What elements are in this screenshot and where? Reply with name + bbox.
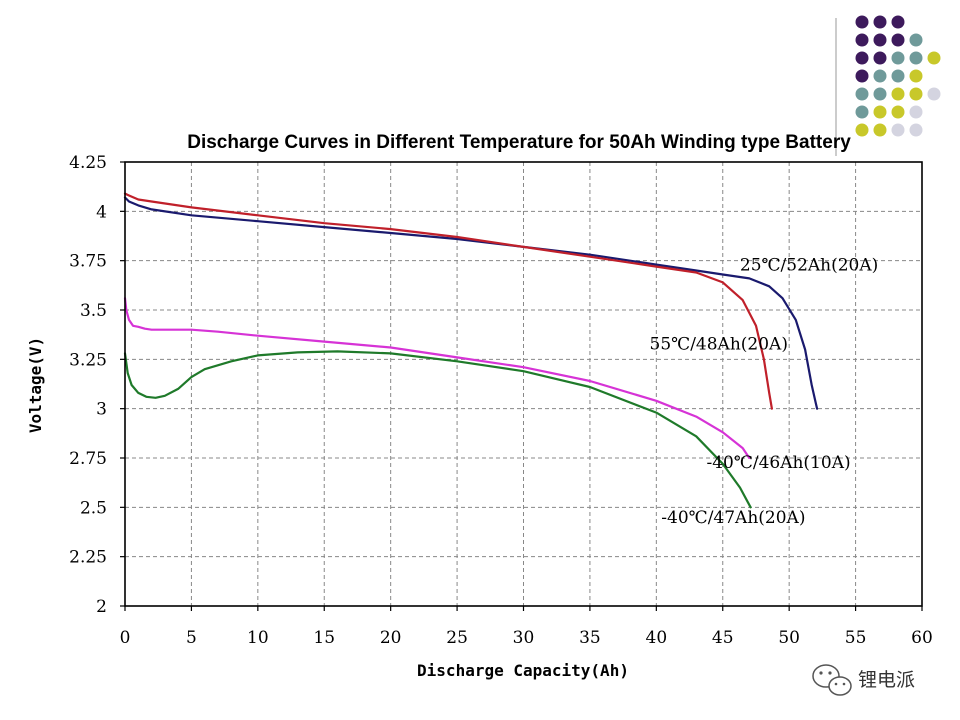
x-tick-label: 45 [712,628,734,648]
decorative-dot [909,33,923,47]
decorative-dot [909,87,923,101]
wechat-icon [812,664,852,696]
decorative-dot [873,51,887,65]
decorative-dot [873,15,887,29]
decorative-dot [909,123,923,137]
x-tick-label: 15 [313,628,335,648]
decorative-dot [855,87,869,101]
x-tick-label: 25 [446,628,468,648]
decorative-dot [873,87,887,101]
chart-title: Discharge Curves in Different Temperatur… [187,132,851,153]
decorative-dot [909,51,923,65]
x-tick-label: 5 [186,628,197,648]
x-tick-label: 10 [247,628,269,648]
x-tick-label: 60 [911,628,933,648]
series-line-0 [123,196,819,410]
y-tick-label: 4.25 [69,153,107,173]
y-axis-ticks: 2 2.25 2.5 2.75 3 3.25 3.5 3.75 4 4.25 [69,153,125,617]
x-tick-label: 30 [513,628,535,648]
series-annotation: 25℃/52Ah(20A) [740,256,878,276]
decorative-dot [873,123,887,137]
decorative-dot [891,33,905,47]
decorative-dot [891,123,905,137]
x-tick-label: 50 [778,628,800,648]
x-tick-label: 55 [845,628,867,648]
series-lines [123,192,819,509]
y-tick-label: 2.75 [69,449,107,469]
decorative-dot [891,15,905,29]
decorative-dot [873,33,887,47]
decorative-dot [855,69,869,83]
decorative-dot [891,105,905,119]
y-tick-label: 3.25 [69,350,107,370]
series-line-3 [123,350,752,509]
series-line-2 [123,297,751,460]
series-line-1 [123,192,773,410]
decorative-dot [927,51,941,65]
y-tick-label: 3 [96,400,107,420]
y-tick-label: 3.75 [69,252,107,272]
y-tick-label: 2 [96,597,107,617]
y-tick-label: 2.25 [69,548,107,568]
plot-frame [124,161,923,607]
x-tick-label: 35 [579,628,601,648]
decorative-dot-grid [855,15,941,137]
x-tick-label: 40 [646,628,668,648]
decorative-dot [855,123,869,137]
y-tick-label: 4 [96,202,107,222]
grid-lines [125,162,922,606]
y-tick-label: 2.5 [80,498,107,518]
decorative-dot [909,105,923,119]
series-annotations: 25℃/52Ah(20A) 55℃/48Ah(20A) -40℃/46Ah(10A)… [650,256,879,529]
decorative-dot [927,87,941,101]
plot-area: 0 5 10 15 20 25 30 35 40 45 50 55 60 2 2.25 2.5 2.75 3 3.… [69,153,933,648]
decorative-dot [873,105,887,119]
decorative-dot [891,69,905,83]
y-axis-label: Voltage(V) [26,337,45,433]
series-annotation: -40℃/47Ah(20A) [661,508,805,528]
series-annotation: -40℃/46Ah(10A) [706,453,850,473]
decorative-dot [855,33,869,47]
decorative-dot [855,105,869,119]
decorative-dot [855,15,869,29]
x-axis-ticks: 0 5 10 15 20 25 30 35 40 45 50 55 60 [120,606,933,648]
x-axis-label: Discharge Capacity(Ah) [417,661,629,680]
x-tick-label: 20 [380,628,402,648]
y-tick-label: 3.5 [80,301,107,321]
watermark: 锂电派 [812,664,915,696]
decorative-dot [873,69,887,83]
decorative-dot [891,87,905,101]
series-annotation: 55℃/48Ah(20A) [650,334,788,354]
decorative-dot [909,69,923,83]
decorative-dot [855,51,869,65]
decorative-dot [891,51,905,65]
x-tick-label: 0 [120,628,131,648]
watermark-text: 锂电派 [858,669,915,691]
